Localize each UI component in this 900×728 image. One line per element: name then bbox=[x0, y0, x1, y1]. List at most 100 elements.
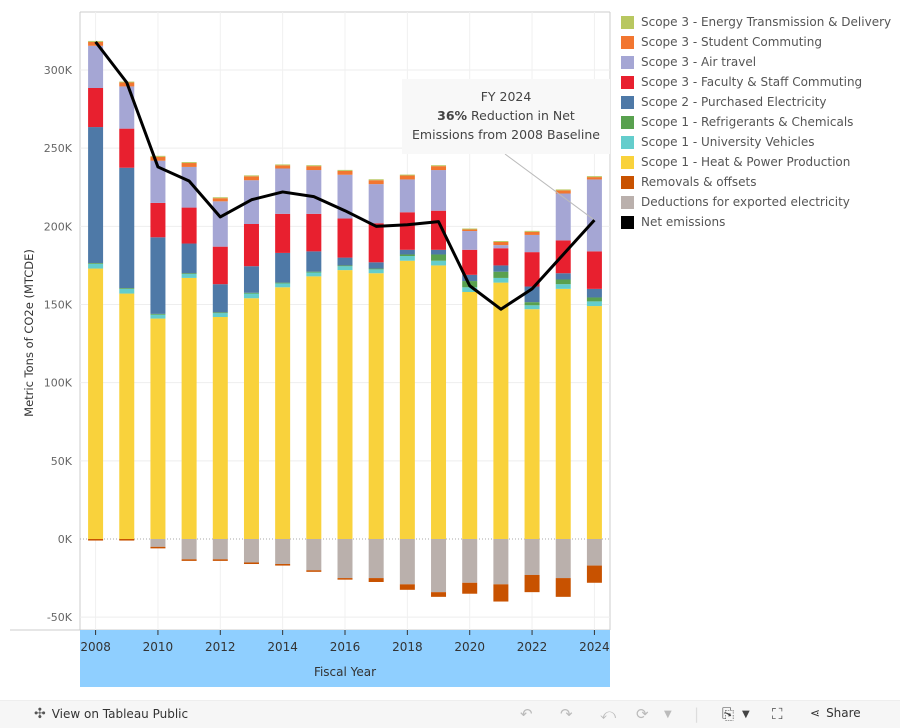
bar-segment bbox=[524, 302, 540, 306]
redo-icon[interactable]: ↷ bbox=[560, 705, 573, 723]
tableau-logo-icon: ✣ bbox=[34, 706, 46, 722]
bar-segment bbox=[212, 284, 228, 313]
annotation-percent: 36% bbox=[437, 108, 468, 123]
legend-label: Scope 3 - Energy Transmission & Delivery bbox=[641, 15, 892, 29]
chart: -50K 0K 50K 100K 150K 200K 250K 300K 2008 2010 201… bbox=[10, 11, 611, 687]
bar-segment bbox=[306, 272, 322, 277]
bar-segment bbox=[586, 176, 602, 178]
bar-segment bbox=[337, 266, 353, 271]
bar-segment bbox=[431, 210, 447, 250]
undo-icon[interactable]: ↶ bbox=[520, 705, 533, 723]
legend-item[interactable]: Scope 1 - Refrigerants & Chemicals bbox=[621, 112, 891, 132]
legend-swatch bbox=[621, 115, 634, 129]
legend-swatch bbox=[621, 215, 634, 229]
bar-segment bbox=[555, 578, 571, 597]
bar-segment bbox=[275, 252, 291, 283]
bar-segment bbox=[243, 223, 259, 267]
legend-swatch bbox=[621, 75, 634, 89]
bar-segment bbox=[337, 578, 353, 580]
legend-label: Scope 1 - Heat & Power Production bbox=[641, 155, 851, 169]
legend-item[interactable]: Scope 2 - Purchased Electricity bbox=[621, 92, 891, 112]
legend-item[interactable]: Scope 1 - University Vehicles bbox=[621, 132, 891, 152]
legend-label: Scope 3 - Air travel bbox=[641, 55, 757, 69]
download-dropdown-icon[interactable]: ▼ bbox=[742, 709, 750, 720]
x-tick-label: 2018 bbox=[392, 640, 423, 654]
bar-segment bbox=[431, 249, 447, 255]
view-on-tableau-label: View on Tableau Public bbox=[51, 707, 189, 721]
bar-segment bbox=[493, 271, 509, 278]
y-tick-label: 150K bbox=[44, 299, 73, 312]
x-tick-label: 2022 bbox=[517, 640, 548, 654]
legend-item[interactable]: Scope 3 - Air travel bbox=[621, 52, 891, 72]
bar-segment bbox=[493, 584, 509, 602]
bar-segment bbox=[399, 260, 415, 539]
bar-segment bbox=[524, 309, 540, 539]
bar-segment bbox=[524, 539, 540, 575]
revert-icon[interactable]: ⤺ bbox=[600, 705, 617, 723]
bar-segment bbox=[493, 241, 509, 242]
refresh-dropdown-icon[interactable]: ▼ bbox=[664, 709, 672, 720]
bar-segment bbox=[368, 184, 384, 224]
bar-segment bbox=[150, 160, 166, 203]
x-tick-label: 2012 bbox=[205, 640, 236, 654]
legend-item[interactable]: Deductions for exported electricity bbox=[621, 192, 891, 212]
legend-label: Scope 2 - Purchased Electricity bbox=[641, 95, 827, 109]
bar-segment bbox=[431, 254, 447, 261]
bar-segment bbox=[88, 127, 104, 264]
bar-segment bbox=[150, 155, 166, 157]
bar-segment bbox=[431, 260, 447, 266]
bar-segment bbox=[462, 274, 478, 282]
bar-segment bbox=[524, 305, 540, 310]
bar-segment bbox=[586, 565, 602, 583]
bar-segment bbox=[150, 156, 166, 161]
toolbar-divider: | bbox=[694, 705, 700, 723]
bar-segment bbox=[212, 198, 228, 202]
y-tick-label: -50K bbox=[47, 611, 73, 624]
bar-segment bbox=[399, 584, 415, 590]
bar-segment bbox=[275, 287, 291, 539]
refresh-icon[interactable]: ⟳ bbox=[636, 705, 649, 723]
bar-segment bbox=[337, 218, 353, 258]
share-label: Share bbox=[826, 706, 861, 720]
legend-item[interactable]: Scope 3 - Faculty & Staff Commuting bbox=[621, 72, 891, 92]
y-tick-label: 0K bbox=[58, 533, 73, 546]
bar-segment bbox=[493, 265, 509, 272]
bar-segment bbox=[368, 268, 384, 270]
bar-segment bbox=[555, 284, 571, 289]
bar-segment bbox=[243, 176, 259, 181]
bar-segment bbox=[462, 287, 478, 292]
bar-segment bbox=[493, 539, 509, 585]
bar-segment bbox=[306, 251, 322, 272]
annotation-title: FY 2024 bbox=[480, 89, 532, 104]
bar-segment bbox=[524, 231, 540, 235]
bar-segment bbox=[306, 166, 322, 171]
bar-segment bbox=[88, 268, 104, 539]
bar-segment bbox=[399, 179, 415, 213]
bar-segment bbox=[212, 197, 228, 199]
bar-segment bbox=[462, 229, 478, 232]
legend-swatch bbox=[621, 135, 634, 149]
view-on-tableau-link[interactable]: ✣ View on Tableau Public bbox=[34, 706, 188, 722]
fullscreen-icon[interactable]: ⛶ bbox=[772, 705, 783, 723]
bar-segment bbox=[212, 246, 228, 285]
bar-segment bbox=[493, 282, 509, 539]
legend-item[interactable]: Scope 3 - Energy Transmission & Delivery bbox=[621, 12, 891, 32]
legend-item[interactable]: Net emissions bbox=[621, 212, 891, 232]
bar-segment bbox=[212, 317, 228, 539]
bar-segment bbox=[181, 207, 197, 244]
bar-segment bbox=[399, 254, 415, 257]
bar-segment bbox=[431, 592, 447, 597]
x-tick-label: 2016 bbox=[330, 640, 361, 654]
download-icon[interactable]: ⎘ bbox=[722, 705, 735, 723]
bar-segment bbox=[243, 266, 259, 293]
legend-item[interactable]: Scope 3 - Student Commuting bbox=[621, 32, 891, 52]
legend-item[interactable]: Removals & offsets bbox=[621, 172, 891, 192]
share-button[interactable]: ⋖ Share bbox=[810, 706, 861, 720]
bar-segment bbox=[88, 45, 104, 88]
bar-segment bbox=[212, 313, 228, 318]
bar-segment bbox=[337, 170, 353, 175]
bar-segment bbox=[243, 298, 259, 539]
bar-segment bbox=[399, 249, 415, 255]
bar-segment bbox=[275, 283, 291, 288]
legend-item[interactable]: Scope 1 - Heat & Power Production bbox=[621, 152, 891, 172]
